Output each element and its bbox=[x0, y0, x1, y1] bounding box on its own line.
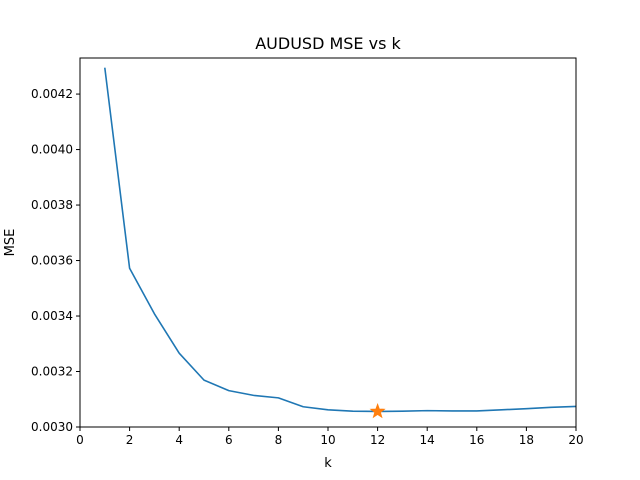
x-tick-label: 8 bbox=[275, 433, 283, 447]
x-tick-label: 4 bbox=[175, 433, 183, 447]
y-tick-label: 0.0042 bbox=[31, 87, 73, 101]
x-tick-label: 2 bbox=[126, 433, 134, 447]
plot-frame bbox=[79, 57, 577, 428]
x-tick-label: 12 bbox=[370, 433, 385, 447]
plot-area bbox=[80, 58, 576, 427]
y-tick-label: 0.0036 bbox=[31, 254, 73, 268]
y-tick-label: 0.0038 bbox=[31, 198, 73, 212]
y-axis-label: MSE bbox=[3, 229, 18, 257]
x-axis-label: k bbox=[324, 456, 332, 471]
x-tick-label: 10 bbox=[320, 433, 335, 447]
y-tick-label: 0.0034 bbox=[31, 309, 73, 323]
x-tick-label: 14 bbox=[420, 433, 435, 447]
x-tick-label: 6 bbox=[225, 433, 233, 447]
min-star-marker bbox=[369, 403, 386, 419]
x-tick-label: 20 bbox=[568, 433, 583, 447]
series-line bbox=[104, 67, 577, 413]
axis-ticks: 0 2 4 6 8 10 12 14 16 18 20 0.0030 0.0032 0.0034 0.003… bbox=[31, 87, 584, 447]
chart-marks bbox=[104, 67, 577, 419]
y-tick-label: 0.0030 bbox=[31, 420, 73, 434]
chart-title: AUDUSD MSE vs k bbox=[255, 34, 401, 53]
x-tick-label: 18 bbox=[519, 433, 534, 447]
y-tick-label: 0.0040 bbox=[31, 143, 73, 157]
x-tick-label: 0 bbox=[76, 433, 84, 447]
y-tick-label: 0.0032 bbox=[31, 365, 73, 379]
x-tick-label: 16 bbox=[469, 433, 484, 447]
